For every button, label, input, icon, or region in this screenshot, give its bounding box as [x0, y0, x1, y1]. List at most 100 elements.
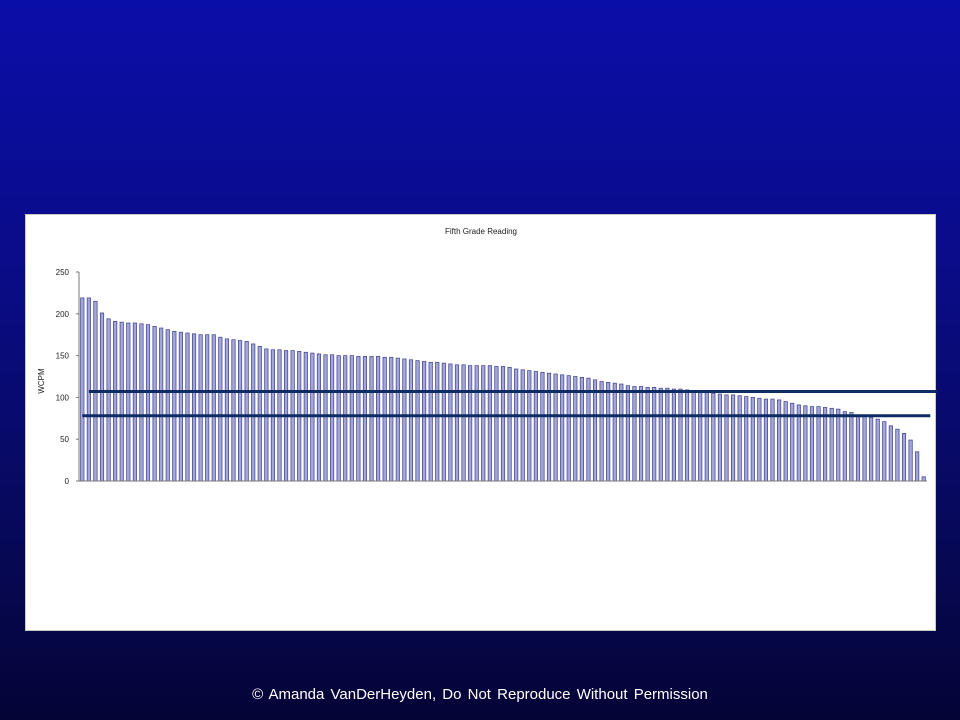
- bar: [533, 371, 538, 482]
- bar: [80, 297, 85, 482]
- bar: [422, 361, 427, 482]
- bar: [684, 389, 690, 482]
- bar: [330, 354, 335, 482]
- bar: [435, 361, 440, 482]
- y-axis-ticks: 0 50 100 150 200 250: [56, 268, 79, 486]
- bar: [829, 407, 834, 482]
- bar: [159, 327, 164, 482]
- bar: [468, 365, 473, 482]
- bar: [99, 312, 105, 482]
- y-axis-label: WCPM: [37, 368, 46, 394]
- bar: [178, 331, 183, 482]
- bar: [744, 396, 749, 482]
- bar: [763, 398, 769, 482]
- bar: [349, 355, 354, 482]
- bar: [783, 401, 788, 482]
- bar: [869, 417, 874, 482]
- y-tick-label: 50: [60, 435, 69, 444]
- bar: [441, 362, 446, 482]
- bar: [395, 357, 400, 482]
- bar: [770, 398, 775, 482]
- bar: [704, 392, 709, 482]
- bar: [139, 323, 144, 482]
- bar: [658, 387, 663, 482]
- bar: [185, 332, 190, 482]
- bar: [599, 381, 604, 482]
- reference-lines-group: [82, 390, 937, 418]
- bar: [823, 407, 828, 482]
- bar: [612, 382, 617, 482]
- bar: [113, 320, 118, 482]
- y-tick-label: 200: [56, 310, 70, 319]
- bar: [671, 388, 676, 482]
- bar: [474, 365, 479, 482]
- bar: [218, 336, 223, 482]
- bar: [619, 383, 624, 482]
- bar: [106, 318, 111, 482]
- chart-panel: Fifth Grade Reading WCPM 0 50 100 150 200 250: [25, 214, 937, 631]
- bar: [408, 359, 414, 482]
- bar: [487, 365, 492, 482]
- bar: [172, 331, 177, 482]
- bar: [145, 324, 151, 482]
- bar: [224, 338, 229, 482]
- bar: [750, 397, 755, 482]
- bar: [152, 325, 157, 482]
- bar: [238, 340, 243, 482]
- bar: [389, 356, 394, 482]
- bar: [665, 387, 670, 482]
- bar: [481, 365, 486, 482]
- bar: [369, 356, 374, 482]
- y-tick-label: 0: [65, 477, 70, 486]
- y-tick-label: 100: [56, 393, 70, 402]
- bar: [251, 343, 256, 482]
- bar: [855, 414, 861, 482]
- bar: [691, 390, 696, 482]
- bar: [86, 297, 91, 482]
- bar: [126, 322, 131, 482]
- bar: [842, 411, 847, 482]
- bar: [638, 386, 644, 482]
- bar: [454, 364, 460, 482]
- bar: [645, 387, 650, 482]
- bar: [724, 394, 729, 482]
- bar: [540, 371, 545, 482]
- bar: [376, 356, 381, 482]
- bar: [652, 387, 657, 482]
- bar: [586, 377, 591, 482]
- bar: [323, 354, 328, 482]
- bar: [816, 406, 821, 482]
- bar: [448, 363, 453, 482]
- bar: [809, 406, 815, 482]
- bar: [711, 392, 716, 482]
- bar: [862, 416, 867, 482]
- bar-chart: Fifth Grade Reading WCPM 0 50 100 150 200 250: [37, 227, 937, 486]
- bar: [698, 390, 703, 482]
- bar: [849, 412, 854, 482]
- bar: [915, 451, 920, 482]
- bar: [921, 476, 926, 482]
- y-tick-label: 150: [56, 352, 70, 361]
- bar: [546, 372, 552, 482]
- bar: [165, 329, 170, 482]
- bar: [901, 433, 907, 482]
- bar: [882, 421, 887, 482]
- bar: [836, 408, 841, 482]
- bar: [428, 361, 433, 482]
- bar: [402, 358, 407, 482]
- bar: [362, 356, 368, 482]
- bar: [757, 397, 762, 482]
- copyright-footer: © Amanda VanDerHeyden, Do Not Reproduce …: [252, 686, 708, 703]
- bar: [343, 355, 348, 482]
- chart-title: Fifth Grade Reading: [445, 227, 517, 236]
- bar: [119, 321, 124, 482]
- bar: [527, 370, 532, 482]
- bar: [895, 428, 900, 482]
- bar: [415, 360, 420, 482]
- bar: [777, 399, 782, 482]
- bar: [678, 388, 683, 482]
- bar: [553, 373, 558, 482]
- bar: [625, 385, 630, 482]
- bar: [875, 418, 880, 482]
- bar: [500, 366, 506, 482]
